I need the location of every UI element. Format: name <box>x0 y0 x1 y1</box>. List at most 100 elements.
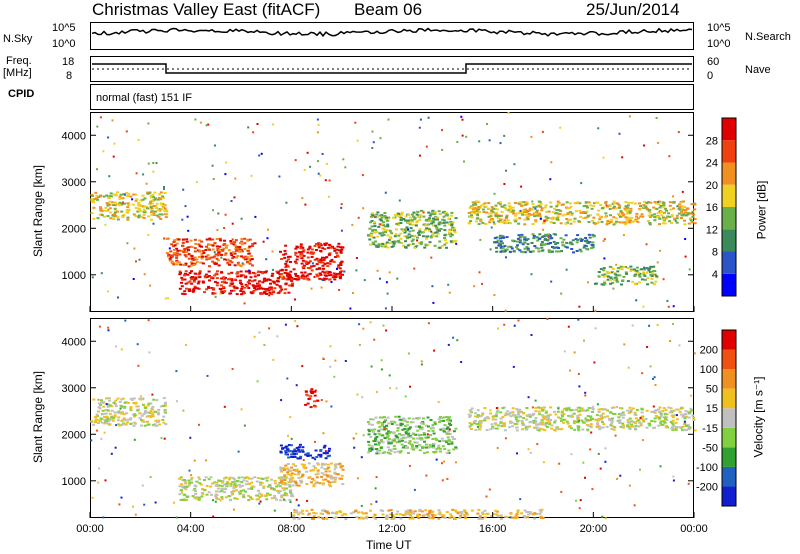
data-cell <box>187 484 191 487</box>
data-cell <box>280 476 284 479</box>
data-cell <box>534 417 538 419</box>
data-cell <box>322 517 326 520</box>
data-cell <box>192 264 196 266</box>
data-cell <box>214 253 218 256</box>
data-cell <box>414 425 418 428</box>
noise-cell <box>372 214 375 217</box>
data-cell <box>535 426 539 429</box>
data-cell <box>654 414 658 417</box>
data-cell <box>612 202 616 205</box>
data-cell <box>280 494 284 497</box>
data-cell <box>585 205 589 208</box>
data-cell <box>211 244 215 247</box>
data-cell <box>179 476 183 479</box>
data-cell <box>298 450 302 453</box>
noise-cell <box>317 172 320 175</box>
data-cell <box>233 252 237 255</box>
data-cell <box>523 201 527 204</box>
data-cell <box>194 490 197 492</box>
data-cell <box>544 204 548 207</box>
data-cell <box>671 423 675 426</box>
noise-cell <box>509 516 512 519</box>
data-cell <box>273 282 277 285</box>
data-cell <box>645 208 649 211</box>
data-cell <box>129 417 133 420</box>
data-cell <box>232 478 236 481</box>
noise-cell <box>387 118 390 121</box>
data-cell <box>98 402 101 405</box>
data-cell <box>311 456 315 459</box>
data-cell <box>585 420 589 423</box>
data-cell <box>435 447 439 450</box>
data-cell <box>170 255 174 258</box>
data-cell <box>190 282 194 285</box>
data-cell <box>153 423 157 426</box>
data-cell <box>601 207 605 209</box>
noise-cell <box>147 233 150 236</box>
data-cell <box>295 258 299 261</box>
data-cell <box>237 247 241 250</box>
data-cell <box>284 451 288 454</box>
data-cell <box>500 245 504 248</box>
data-cell <box>341 468 345 471</box>
data-cell <box>146 207 149 210</box>
data-cell <box>573 420 576 423</box>
data-cell <box>120 398 124 401</box>
data-cell <box>306 256 310 259</box>
noise-cell <box>316 118 319 121</box>
data-cell <box>330 462 333 465</box>
data-cell <box>250 497 254 500</box>
data-cell <box>393 235 397 238</box>
data-cell <box>625 210 629 213</box>
noise-cell <box>310 287 313 290</box>
data-cell <box>411 229 415 232</box>
data-cell <box>525 211 529 214</box>
data-cell <box>302 277 306 280</box>
data-cell <box>613 426 617 429</box>
data-cell <box>617 413 621 416</box>
data-cell <box>599 204 603 206</box>
data-cell <box>597 417 601 420</box>
data-cell <box>141 198 145 201</box>
data-cell <box>121 215 125 218</box>
data-cell <box>438 240 442 243</box>
data-cell <box>598 218 602 221</box>
data-cell <box>301 446 305 449</box>
data-cell <box>152 214 156 216</box>
data-cell <box>117 411 121 414</box>
data-cell <box>189 478 193 481</box>
data-cell <box>505 208 508 211</box>
data-cell <box>230 254 234 257</box>
data-cell <box>326 246 330 249</box>
noise-cell <box>111 119 114 122</box>
noise-cell <box>188 469 191 472</box>
data-cell <box>338 249 341 252</box>
data-cell <box>670 214 674 217</box>
data-cell <box>428 241 432 244</box>
noise-cell <box>212 178 215 180</box>
data-cell <box>284 244 288 247</box>
data-cell <box>450 442 454 445</box>
data-cell <box>179 263 183 266</box>
data-cell <box>541 249 545 252</box>
data-cell <box>408 236 412 239</box>
data-cell <box>334 516 338 519</box>
noise-cell <box>419 118 422 121</box>
colorbar-tick-label: 24 <box>706 158 718 170</box>
data-cell <box>597 419 601 421</box>
data-cell <box>559 222 563 225</box>
data-cell <box>445 441 449 444</box>
data-cell <box>630 216 634 219</box>
data-cell <box>512 209 516 212</box>
data-cell <box>294 480 297 483</box>
data-cell <box>284 483 288 486</box>
data-cell <box>320 463 324 466</box>
data-cell <box>575 408 579 411</box>
data-cell <box>205 258 209 261</box>
data-cell <box>293 452 296 455</box>
y-tick-label: 3000 <box>62 383 86 395</box>
data-cell <box>448 433 452 435</box>
data-cell <box>372 430 375 433</box>
data-cell <box>521 243 525 246</box>
data-cell <box>372 516 376 519</box>
